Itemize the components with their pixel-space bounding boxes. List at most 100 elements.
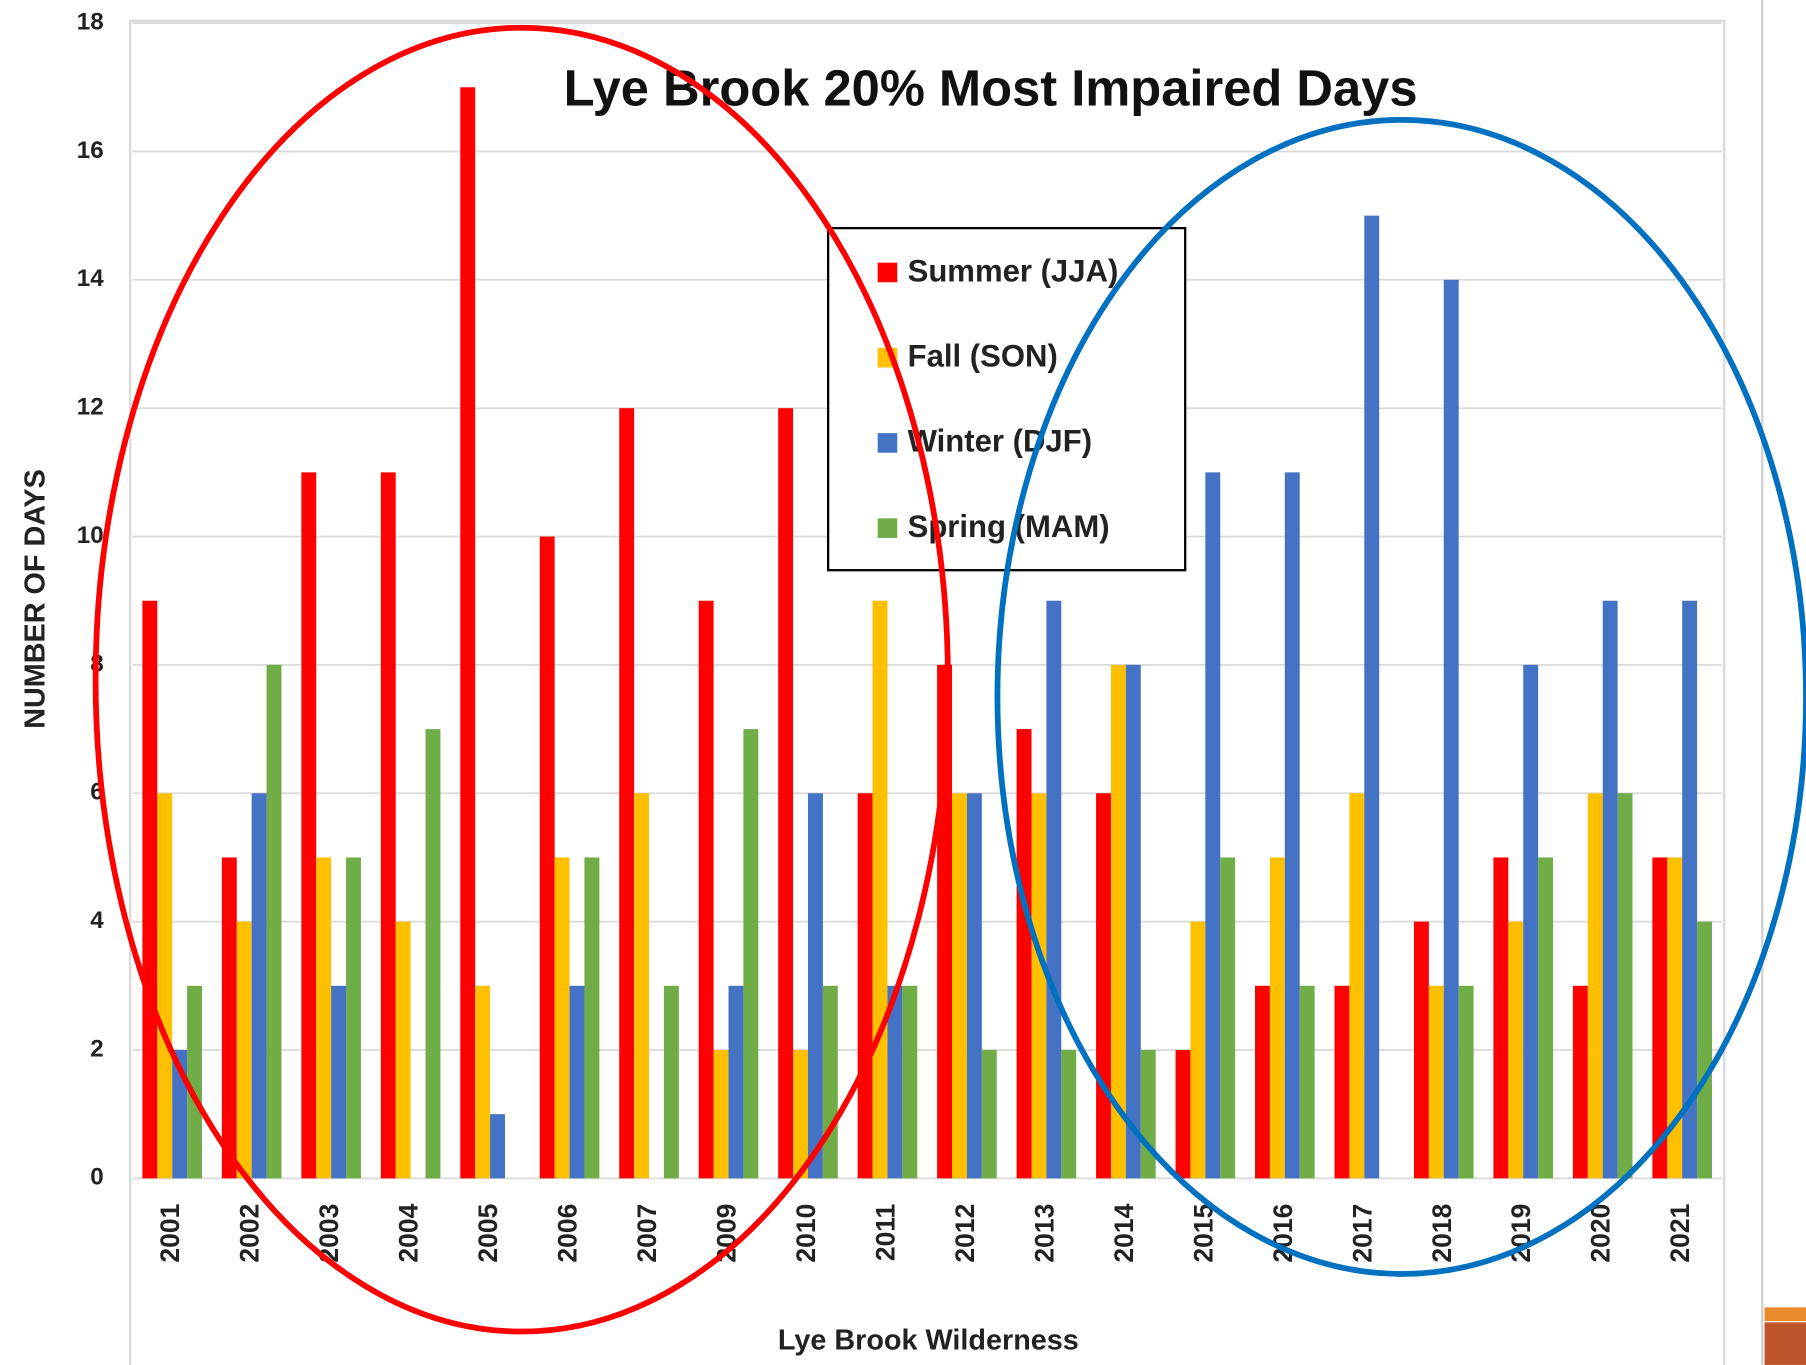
y-tick-label: 16 — [77, 137, 104, 164]
x-tick-label: 2004 — [394, 1203, 424, 1262]
bar — [1428, 985, 1444, 1179]
bar — [1096, 793, 1111, 1179]
y-tick-label: 10 — [77, 522, 104, 549]
bar — [301, 472, 317, 1179]
bar — [1538, 857, 1554, 1179]
bar — [663, 985, 679, 1179]
bar — [380, 472, 396, 1179]
x-tick-label: 2006 — [553, 1204, 583, 1263]
bar — [236, 921, 252, 1179]
bar — [1443, 279, 1459, 1179]
x-tick-label: 2010 — [791, 1204, 821, 1263]
bar — [778, 408, 794, 1179]
bar — [1269, 857, 1285, 1179]
x-tick-label: 2007 — [632, 1204, 662, 1263]
bar — [1667, 857, 1683, 1179]
bar — [857, 793, 873, 1179]
bar — [1364, 215, 1380, 1179]
bar — [713, 1049, 729, 1179]
bar — [157, 793, 173, 1179]
bar — [490, 1114, 505, 1179]
bar — [142, 600, 158, 1179]
bar — [728, 985, 744, 1179]
bar — [793, 1049, 808, 1179]
bar — [584, 857, 600, 1179]
highlight-ellipse — [92, 24, 951, 1335]
bar — [539, 536, 555, 1179]
y-tick-label: 0 — [90, 1164, 103, 1191]
bar — [1031, 793, 1047, 1179]
bar — [1572, 985, 1588, 1179]
bar — [966, 793, 982, 1179]
bar — [902, 985, 918, 1179]
x-axis-label: Lye Brook Wilderness — [778, 1325, 1079, 1357]
legend-swatch — [877, 433, 898, 453]
bar — [1255, 985, 1270, 1179]
x-tick-label: 2011 — [870, 1204, 900, 1261]
bar — [1046, 600, 1062, 1179]
x-tick-label: 2002 — [235, 1204, 265, 1263]
bar — [952, 793, 967, 1179]
bar — [554, 857, 570, 1179]
bar — [1284, 472, 1300, 1179]
legend-swatch — [877, 518, 898, 538]
bar — [1602, 600, 1618, 1179]
bar — [619, 408, 635, 1179]
bar — [1110, 664, 1126, 1179]
bar — [1697, 921, 1712, 1179]
bar — [316, 857, 332, 1179]
bar — [1175, 1049, 1191, 1179]
bar — [634, 793, 650, 1179]
chart-title: Lye Brook 20% Most Impaired Days — [564, 60, 1418, 117]
bar — [743, 729, 759, 1179]
bar — [1140, 1049, 1156, 1179]
bar — [1617, 793, 1633, 1179]
bar — [1205, 472, 1221, 1179]
bar — [1587, 793, 1603, 1179]
bar — [1508, 921, 1524, 1179]
bar — [1349, 793, 1365, 1179]
bar — [1125, 664, 1141, 1179]
bar — [1458, 985, 1474, 1179]
legend-box — [826, 226, 1187, 572]
x-tick-label: 2020 — [1586, 1204, 1616, 1263]
bar — [266, 664, 282, 1179]
bar — [395, 921, 411, 1179]
bar — [822, 985, 838, 1179]
legend-label: Summer (JJA) — [908, 253, 1119, 288]
bar — [475, 985, 491, 1179]
bar — [346, 857, 361, 1179]
x-tick-label: 2014 — [1109, 1203, 1139, 1262]
x-tick-label: 2005 — [473, 1204, 503, 1263]
x-tick-label: 2012 — [950, 1204, 980, 1263]
bar — [221, 857, 237, 1179]
bar — [251, 793, 267, 1179]
y-tick-label: 12 — [77, 394, 104, 421]
bar — [1016, 729, 1032, 1179]
legend-label: Winter (DJF) — [908, 424, 1092, 459]
bar — [887, 985, 903, 1179]
x-tick-label: 2018 — [1427, 1204, 1457, 1263]
x-tick-label: 2001 — [155, 1204, 185, 1263]
bar — [1682, 600, 1698, 1179]
bar — [1652, 857, 1668, 1179]
y-tick-label: 18 — [77, 8, 104, 35]
y-tick-label: 14 — [77, 265, 104, 292]
legend-label: Spring (MAM) — [908, 509, 1110, 544]
y-axis-label: NUMBER OF DAYS — [19, 469, 51, 729]
bar — [1523, 664, 1539, 1179]
bar — [981, 1049, 997, 1179]
y-tick-label: 2 — [90, 1035, 103, 1062]
x-tick-label: 2021 — [1665, 1204, 1695, 1263]
bar — [187, 985, 202, 1179]
bar — [331, 985, 347, 1179]
legend: Summer (JJA) Fall (SON) Winter (DJF) Spring… — [826, 226, 1187, 572]
bar — [460, 87, 476, 1179]
corner-decoration — [1764, 1322, 1806, 1365]
bar — [872, 600, 888, 1179]
bar — [698, 600, 714, 1179]
bar — [1493, 857, 1509, 1179]
bar — [807, 793, 823, 1179]
